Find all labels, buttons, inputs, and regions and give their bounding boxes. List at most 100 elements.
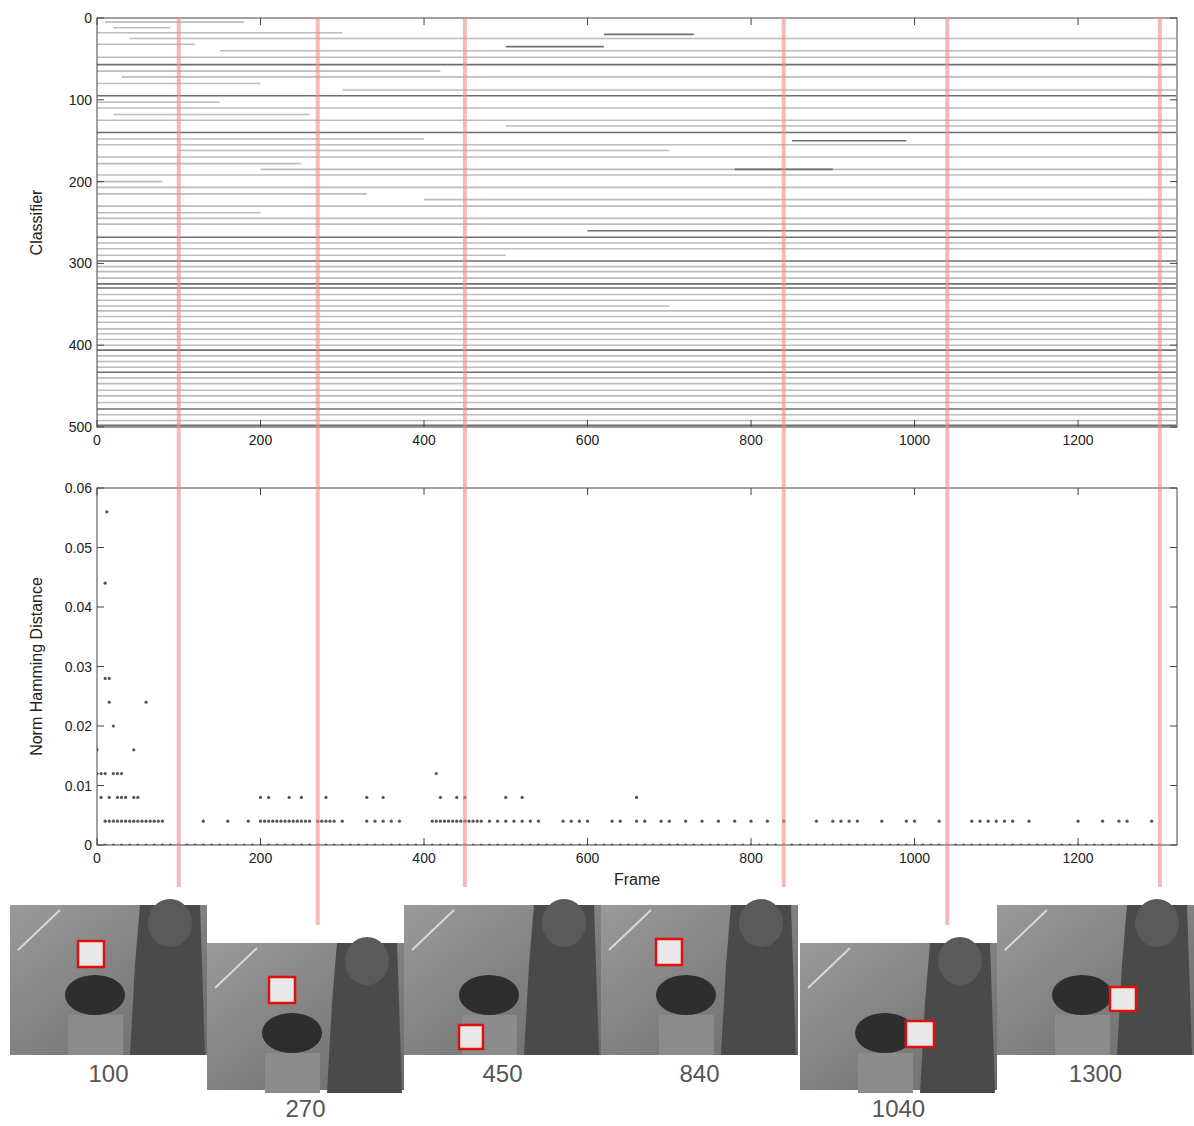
distance-point xyxy=(161,820,164,823)
classifier-segment xyxy=(97,174,1176,176)
y-tick-right xyxy=(1170,263,1177,264)
y-tick-right xyxy=(1170,726,1177,727)
distance-point xyxy=(263,820,266,823)
distance-point xyxy=(116,772,119,775)
distance-point xyxy=(104,820,107,823)
classifier-segment xyxy=(97,156,1176,158)
y-tick xyxy=(97,666,104,667)
distance-point xyxy=(104,772,107,775)
person-head xyxy=(345,937,389,985)
distance-point xyxy=(995,820,998,823)
distance-point xyxy=(120,796,123,799)
classifier-segment xyxy=(97,163,301,165)
y-tick-label: 100 xyxy=(69,92,93,108)
classifier-segment xyxy=(97,420,1176,422)
classifier-segment xyxy=(97,248,1176,250)
tracking-box xyxy=(269,977,295,1003)
distance-point xyxy=(112,772,115,775)
distance-point xyxy=(1150,820,1153,823)
classifier-segment xyxy=(97,205,1176,207)
distance-point xyxy=(292,820,295,823)
y-tick-label: 0.04 xyxy=(65,599,92,615)
classifier-segment xyxy=(97,294,1176,296)
y-tick-label: 200 xyxy=(69,174,93,190)
classifier-segment xyxy=(97,283,1176,285)
classifier-segment xyxy=(113,27,170,29)
distance-point xyxy=(304,820,307,823)
object xyxy=(459,1025,483,1049)
x-tick-top xyxy=(1078,18,1079,25)
distance-point xyxy=(635,820,638,823)
y-tick xyxy=(97,99,104,100)
y-tick-right xyxy=(1170,666,1177,667)
distance-point xyxy=(324,820,327,823)
y-tick-right xyxy=(1170,607,1177,608)
plot-frame xyxy=(97,488,1177,845)
classifier-segment xyxy=(97,119,1176,121)
distance-point xyxy=(328,820,331,823)
y-tick-label: 0.01 xyxy=(65,778,92,794)
object xyxy=(906,1021,934,1047)
distance-point xyxy=(1027,820,1030,823)
y-axis-title: Norm Hamming Distance xyxy=(28,577,45,756)
classifier-segment xyxy=(506,46,604,48)
classifier-segment xyxy=(342,89,1176,91)
distance-point xyxy=(529,820,532,823)
person-head xyxy=(148,899,192,947)
distance-point xyxy=(815,820,818,823)
classifier-segment xyxy=(97,56,1176,58)
plant xyxy=(65,975,125,1015)
distance-point xyxy=(749,820,752,823)
distance-point xyxy=(99,796,102,799)
x-tick-label: 1200 xyxy=(1062,850,1093,866)
object xyxy=(269,977,295,1003)
plot-frame xyxy=(97,18,1177,427)
classifier-segment xyxy=(792,140,906,142)
classifier-segment xyxy=(97,339,1176,341)
classifier-segment xyxy=(97,187,1176,189)
distance-point xyxy=(120,820,123,823)
distance-point xyxy=(471,820,474,823)
classifier-segment xyxy=(97,310,1176,312)
distance-point xyxy=(275,820,278,823)
distance-point xyxy=(149,820,152,823)
snapshots: 10027045084010401300 xyxy=(10,899,1194,1122)
y-tick-right xyxy=(1170,547,1177,548)
y-tick xyxy=(97,488,104,489)
x-tick-label: 0 xyxy=(93,850,101,866)
distance-point xyxy=(512,820,515,823)
x-tick-top xyxy=(260,18,261,25)
classifier-segment xyxy=(97,260,1176,262)
classifier-segment xyxy=(97,181,162,183)
classifier-segment xyxy=(220,50,1177,52)
x-tick xyxy=(260,420,261,427)
distance-point xyxy=(116,820,119,823)
classifier-segment xyxy=(97,138,424,140)
snapshot-label: 840 xyxy=(679,1060,719,1087)
x-tick xyxy=(751,420,752,427)
distance-point xyxy=(108,796,111,799)
distance-point xyxy=(435,820,438,823)
snapshot-label: 1300 xyxy=(1069,1060,1122,1087)
person-head xyxy=(1135,899,1179,947)
distance-point xyxy=(144,701,147,704)
classifier-segment xyxy=(113,114,309,116)
distance-point xyxy=(766,820,769,823)
distance-point xyxy=(700,820,703,823)
y-tick-label: 0.06 xyxy=(65,480,92,496)
distance-point xyxy=(635,796,638,799)
plant xyxy=(262,1013,322,1053)
y-tick xyxy=(97,607,104,608)
distance-point xyxy=(324,796,327,799)
distance-point xyxy=(431,820,434,823)
distance-point xyxy=(668,820,671,823)
classifier-segment xyxy=(97,70,440,72)
x-tick xyxy=(97,420,98,427)
classifier-segment xyxy=(97,344,1176,346)
classifier-segment xyxy=(97,316,1176,318)
y-tick xyxy=(97,181,104,182)
distance-point xyxy=(905,820,908,823)
snapshot xyxy=(800,937,997,1093)
distance-point xyxy=(124,820,127,823)
distance-point xyxy=(880,820,883,823)
